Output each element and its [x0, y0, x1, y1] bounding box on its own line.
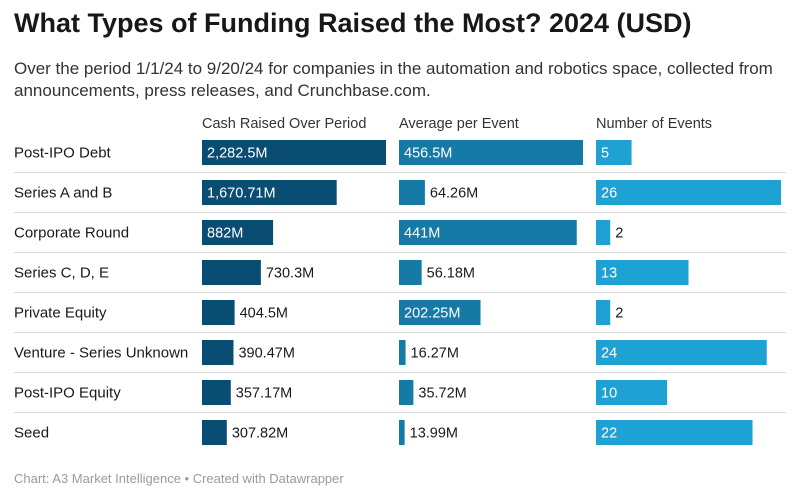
bar: [399, 180, 425, 205]
data-label: 35.72M: [418, 386, 466, 402]
bar: [202, 140, 386, 165]
row-label: Venture - Series Unknown: [14, 345, 188, 362]
data-label: 441M: [404, 226, 440, 242]
data-label: 24: [601, 346, 617, 362]
data-label: 13.99M: [410, 426, 458, 442]
data-label: 456.5M: [404, 146, 452, 162]
data-label: 357.17M: [236, 386, 292, 402]
data-label: 5: [601, 146, 609, 162]
bar: [202, 340, 234, 365]
data-label: 56.18M: [427, 266, 475, 282]
bar: [596, 220, 611, 245]
data-label: 404.5M: [240, 306, 288, 322]
bar: [399, 420, 405, 445]
bar: [596, 180, 781, 205]
bar: [596, 260, 689, 285]
row-label: Private Equity: [14, 305, 107, 322]
row-label: Series C, D, E: [14, 265, 109, 282]
bar: [399, 260, 422, 285]
bar: [202, 220, 274, 245]
data-label: 730.3M: [266, 266, 314, 282]
row-label: Series A and B: [14, 185, 112, 202]
bar: [202, 300, 235, 325]
chart-title: What Types of Funding Raised the Most? 2…: [14, 8, 692, 38]
bar: [202, 380, 231, 405]
column-header-events: Number of Events: [596, 116, 713, 132]
bar: [202, 420, 227, 445]
bar: [399, 340, 406, 365]
data-label: 2,282.5M: [207, 146, 267, 162]
column-header-cash: Cash Raised Over Period: [202, 116, 367, 132]
data-label: 13: [601, 266, 617, 282]
chart-footer: Chart: A3 Market Intelligence • Created …: [14, 471, 344, 486]
column-header-average: Average per Event: [399, 116, 519, 132]
bar: [399, 380, 414, 405]
bar: [596, 140, 632, 165]
data-label: 1,670.71M: [207, 186, 276, 202]
chart-subtitle: Over the period 1/1/24 to 9/20/24 for co…: [14, 59, 773, 100]
data-label: 26: [601, 186, 617, 202]
data-label: 390.47M: [238, 346, 294, 362]
data-label: 882M: [207, 226, 243, 242]
bar: [399, 220, 577, 245]
data-label: 2: [615, 226, 623, 242]
row-label: Corporate Round: [14, 225, 129, 242]
row-label: Seed: [14, 425, 49, 442]
row-label: Post-IPO Equity: [14, 385, 121, 402]
data-label: 2: [615, 306, 623, 322]
bar: [596, 380, 668, 405]
bar: [596, 420, 753, 445]
data-label: 307.82M: [232, 426, 288, 442]
data-label: 64.26M: [430, 186, 478, 202]
data-label: 16.27M: [411, 346, 459, 362]
bar: [399, 140, 583, 165]
bar: [596, 340, 767, 365]
data-label: 22: [601, 426, 617, 442]
data-label: 10: [601, 386, 617, 402]
bar: [202, 180, 337, 205]
bar: [399, 300, 481, 325]
bar: [596, 300, 611, 325]
bar: [202, 260, 261, 285]
row-label: Post-IPO Debt: [14, 145, 112, 162]
data-label: 202.25M: [404, 306, 460, 322]
